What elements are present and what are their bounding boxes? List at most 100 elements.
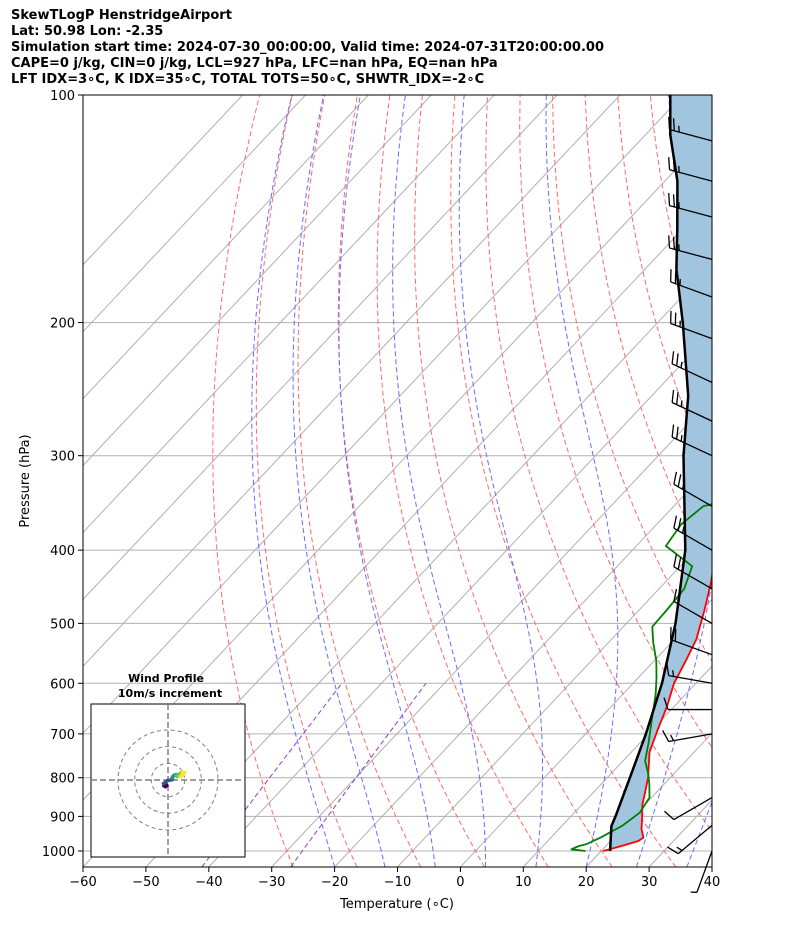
wind-barb [673,471,713,507]
barb-flag [672,158,675,172]
barb-flag [672,118,675,131]
isotherm-line [83,95,306,333]
wind-barb [663,797,713,821]
isotherm-line [522,665,712,867]
wind-barb [673,554,713,590]
barb-flag [668,116,671,130]
barb-flag [663,810,675,821]
barb-staff [677,824,713,855]
wind-barb [668,116,713,142]
hodograph-subtitle: 10m/s increment [118,687,222,700]
barb-half-flag [676,846,683,852]
barb-flag [673,471,678,485]
wind-barb [671,389,713,422]
barb-flag [676,391,679,405]
moist-adiabat [392,95,487,867]
isotherm-line [585,732,712,867]
barb-staff [671,436,713,457]
wind-barb [666,663,713,684]
barb-staff [670,281,713,298]
x-tick-label: −60 [69,875,96,890]
params-line-1: CAPE=0 j/kg, CIN=0 j/kg, LCL=927 hPa, LF… [11,56,498,71]
barb-flag [666,663,670,676]
barb-staff [673,600,713,624]
isotherm-line [397,531,712,867]
dry-adiabat [715,95,794,867]
y-tick-label: 500 [50,617,75,632]
barb-staff [670,639,713,656]
y-tick-label: 700 [50,728,75,743]
isotherm-line [83,95,558,601]
moist-adiabat [545,95,619,867]
dry-adiabat [297,95,422,867]
parcel-line [608,95,690,852]
x-axis-label: Temperature (∘C) [339,897,454,912]
barb-half-flag [672,670,675,677]
shaded-area [603,95,712,851]
wind-barb [668,192,713,218]
barb-half-flag [670,734,675,741]
x-tick-label: 20 [578,875,595,890]
barb-staff [673,527,713,551]
isotherm-line [83,95,243,266]
wind-barb [670,310,713,340]
x-tick-label: 40 [704,875,721,890]
y-tick-label: 800 [50,772,75,787]
barb-flag [677,474,682,487]
wind-barb [663,697,712,711]
barb-flag [671,389,675,403]
barb-staff [671,363,713,384]
mixing-ratio-line [290,683,427,867]
barb-flag [668,192,671,206]
barb-flag [673,515,678,529]
barb-flag [677,556,682,570]
params-line-2: LFT IDX=3∘C, K IDX=35∘C, TOTAL TOTS=50∘C… [11,72,485,87]
barb-staff [696,850,713,893]
barb-staff [673,566,713,590]
dry-adiabat [552,95,712,663]
barb-flag [662,730,670,742]
wind-barb [668,235,713,261]
dry-adiabat [212,95,294,867]
x-tick-label: −50 [132,875,159,890]
isotherm-line [648,799,712,867]
y-tick-label: 400 [50,544,75,559]
x-tick-label: −20 [321,875,348,890]
wind-barb [670,626,713,656]
wind-barb [673,588,713,624]
x-tick-label: 0 [456,875,464,890]
barb-half-flag [680,434,683,442]
wind-barb [668,157,713,182]
barb-flag [671,351,675,364]
mixing-ratio-line [201,682,343,867]
y-tick-label: 600 [50,677,75,692]
y-tick-label: 1000 [42,845,75,860]
wind-barb [671,351,713,384]
barb-flag [668,235,671,249]
barb-staff [669,169,713,182]
moist-adiabat [458,95,544,867]
barb-half-flag [680,361,683,369]
isotherm-line [83,95,621,667]
dry-adiabat [617,95,712,478]
isotherm-line [460,598,712,867]
barb-half-flag [681,526,685,534]
x-tick-label: −10 [384,875,411,890]
dewpoint-line [570,503,712,852]
barb-half-flag [680,400,683,407]
dry-adiabat [519,95,712,749]
isotherm-line [83,95,369,400]
isotherm-line [145,264,712,867]
dry-adiabat [414,95,613,867]
barb-staff [673,797,713,821]
wind-barb [670,269,713,298]
dry-adiabat [748,95,794,867]
wind-barb [673,515,713,551]
barb-flag [673,554,678,567]
barb-staff [668,733,713,743]
location-line: Lat: 50.98 Lon: -2.35 [11,24,164,39]
hodograph-segment [178,774,184,779]
barb-flag [676,426,679,440]
isotherm-line [208,330,712,867]
